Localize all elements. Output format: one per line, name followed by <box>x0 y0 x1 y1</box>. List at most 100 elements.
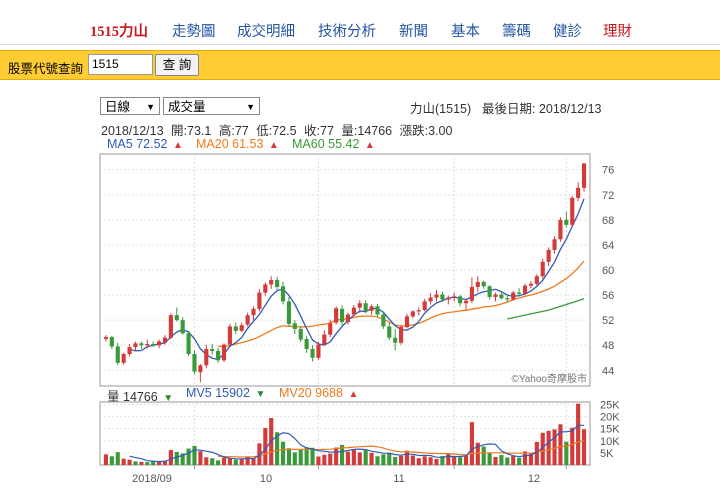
candlestick <box>428 293 433 305</box>
volume-bar <box>328 453 333 465</box>
candle-body <box>157 341 162 346</box>
candlestick <box>546 247 551 267</box>
candle-body <box>570 197 575 225</box>
volume-bar <box>381 454 386 465</box>
candle-body <box>505 298 510 300</box>
candlestick <box>381 312 386 329</box>
volume-bar <box>133 461 138 465</box>
nav-item-transactions[interactable]: 成交明細 <box>237 24 295 40</box>
candle-body <box>151 343 156 346</box>
candle-body <box>103 337 109 339</box>
candle-body <box>316 344 321 358</box>
ma5-value: 72.52 <box>136 137 168 151</box>
ohlc-readout: 2018/12/13 開:73.1 高:77 低:72.5 收:77 量:147… <box>101 120 456 139</box>
nav-item-health[interactable]: 健診 <box>553 24 582 40</box>
candle-body <box>115 346 120 363</box>
ma5-up-icon: ▲ <box>172 140 183 151</box>
nav-item-basic[interactable]: 基本 <box>451 24 480 40</box>
volume-bar <box>404 450 410 465</box>
candle-body <box>357 303 362 308</box>
volume-bar <box>180 453 185 465</box>
candle-body <box>487 286 492 297</box>
mv5-down-icon: ▼ <box>255 389 266 400</box>
candlestick <box>534 274 539 287</box>
candlestick <box>528 281 533 289</box>
candle-body <box>469 286 474 301</box>
candle-body <box>210 349 215 351</box>
candle-body <box>139 343 144 346</box>
candlestick <box>186 330 191 356</box>
candlestick <box>517 288 522 296</box>
query-button[interactable]: 查 詢 <box>155 54 199 76</box>
candlestick <box>322 330 327 346</box>
mv20-legend: MV20 9688 ▲ <box>279 386 358 400</box>
nav-item-chips[interactable]: 籌碼 <box>502 24 531 40</box>
volume-bar <box>369 452 374 465</box>
nav-item-technical[interactable]: 技術分析 <box>318 24 376 40</box>
candle-body <box>133 343 138 348</box>
candlestick <box>139 341 144 350</box>
candlestick <box>192 350 197 375</box>
candle-body <box>440 294 445 300</box>
nav-brand-stock[interactable]: 1515力山 <box>90 24 148 40</box>
ohlc-volume: 量:14766 <box>341 124 393 138</box>
candlestick <box>558 217 563 242</box>
candle-body <box>410 311 415 317</box>
candlestick <box>434 290 439 302</box>
volume-bar <box>475 442 480 465</box>
candle-body <box>499 294 504 299</box>
candle-body <box>452 296 457 298</box>
ma60-line <box>507 298 585 320</box>
volume-bar <box>227 457 232 465</box>
candle-body <box>463 300 469 304</box>
candle-body <box>280 286 286 302</box>
volume-bar <box>316 456 321 465</box>
candle-body <box>446 297 451 300</box>
candle-body <box>540 261 545 277</box>
x-axis-label: 11 <box>393 473 404 485</box>
candle-body <box>522 285 528 294</box>
candlestick <box>115 342 120 366</box>
volume-bar <box>216 460 221 465</box>
ma20-up-icon: ▲ <box>268 140 279 151</box>
volume-bar <box>505 457 510 465</box>
candle-body <box>322 334 327 345</box>
ma60-value: 55.42 <box>328 137 360 151</box>
candle-body <box>534 276 539 284</box>
volume-bar <box>540 432 545 465</box>
indicator-select[interactable]: 成交量 ▼ <box>163 97 260 115</box>
candlestick <box>564 211 569 228</box>
candlestick <box>304 335 309 353</box>
candle-body <box>428 297 433 302</box>
candlestick <box>310 345 315 362</box>
ohlc-open: 開:73.1 <box>171 124 212 138</box>
candlestick <box>452 292 457 302</box>
volume-bar <box>186 448 191 465</box>
top-navigation: 1515力山 走勢圖 成交明細 技術分析 新聞 基本 籌碼 健診 理財 <box>0 0 720 45</box>
volume-bar <box>251 458 256 465</box>
candlestick <box>168 313 173 339</box>
candlestick <box>581 163 587 192</box>
volume-bar <box>221 457 227 465</box>
mv5-label: MV5 <box>186 386 212 400</box>
nav-item-chart[interactable]: 走勢圖 <box>172 24 216 40</box>
ma20-label: MA20 <box>196 137 229 151</box>
period-select[interactable]: 日線 ▼ <box>100 97 160 115</box>
volume-bar <box>239 459 244 465</box>
ma20-value: 61.53 <box>232 137 264 151</box>
volume-bar <box>463 455 469 465</box>
price-axis-label: 44 <box>602 365 614 377</box>
candle-body <box>375 306 380 315</box>
price-axis-label: 68 <box>602 215 614 227</box>
volume-bar <box>416 458 421 465</box>
volume-bar <box>257 443 262 465</box>
stock-code-input[interactable]: 1515 <box>88 54 153 75</box>
candlestick <box>399 324 404 345</box>
candlestick <box>458 295 463 307</box>
nav-item-news[interactable]: 新聞 <box>399 24 428 40</box>
candlestick <box>174 307 179 322</box>
nav-item-finance[interactable]: 理財 <box>603 24 632 40</box>
candle-body <box>121 354 126 363</box>
candlestick <box>109 335 114 350</box>
